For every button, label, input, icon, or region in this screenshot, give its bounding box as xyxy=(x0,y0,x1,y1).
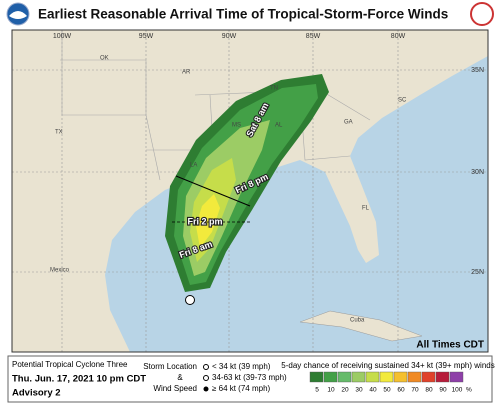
lon-label: 90W xyxy=(222,33,237,40)
scale-value: 70 xyxy=(411,387,419,394)
lat-label: 25N xyxy=(471,269,484,276)
lon-label: 80W xyxy=(391,33,406,40)
lon-label: 85W xyxy=(306,33,321,40)
scale-value: 90 xyxy=(439,387,447,394)
scale-swatch xyxy=(337,371,352,383)
key-symbol xyxy=(203,364,209,370)
key-item: < 34 kt (39 mph) xyxy=(212,362,271,371)
scale-value: 50 xyxy=(383,387,391,394)
place-label: OK xyxy=(100,56,109,62)
scale-value: 40 xyxy=(369,387,377,394)
storm-name: Potential Tropical Cyclone Three xyxy=(12,360,128,369)
key-title: Storm Location xyxy=(143,362,197,371)
place-label: FL xyxy=(362,206,370,212)
storm-location xyxy=(185,295,195,305)
scale-value: 20 xyxy=(341,387,349,394)
scale-swatch xyxy=(449,371,464,383)
key-item: 34-63 kt (39-73 mph) xyxy=(212,373,287,382)
lon-label: 95W xyxy=(139,33,154,40)
scale-value: 10 xyxy=(327,387,335,394)
title: Earliest Reasonable Arrival Time of Trop… xyxy=(38,7,448,22)
swath-50 xyxy=(196,194,220,248)
place-label: LA xyxy=(190,163,197,169)
time-note: All Times CDT xyxy=(416,340,484,351)
place-label: SC xyxy=(398,98,407,104)
scale-swatch xyxy=(323,371,338,383)
issued: Thu. Jun. 17, 2021 10 pm CDT xyxy=(12,374,146,385)
advisory: Advisory 2 xyxy=(12,388,61,399)
place-label: Cuba xyxy=(350,318,365,324)
place-label: TN xyxy=(270,86,278,92)
scale-value: 80 xyxy=(425,387,433,394)
key-title: Wind Speed xyxy=(153,384,197,393)
scale-title: 5-day chance of receiving sustained 34+ … xyxy=(281,361,494,370)
cuba xyxy=(299,310,423,342)
scale-swatch xyxy=(407,371,422,383)
scale-value: 100 xyxy=(452,387,463,394)
key-symbol xyxy=(203,375,209,381)
scale-value: 60 xyxy=(397,387,405,394)
footer: Potential Tropical Cyclone Three Thu. Ju… xyxy=(7,355,495,403)
place-label: AL xyxy=(275,123,283,129)
scale-swatch xyxy=(435,371,450,383)
scale-swatch xyxy=(379,371,394,383)
scale-swatch xyxy=(421,371,436,383)
map-frame xyxy=(11,29,489,353)
lat-label: 30N xyxy=(471,169,484,176)
place-label: MS xyxy=(232,123,241,129)
noaa-logo-bird xyxy=(9,11,27,19)
place-label: TX xyxy=(55,130,63,136)
map: 100W 95W 90W 85W 80W 35N 30N 25N OK AR T… xyxy=(11,29,489,353)
time-label: Fri 2 pm xyxy=(187,216,222,226)
scale-value: 30 xyxy=(355,387,363,394)
scale-unit: % xyxy=(466,387,472,394)
nws-logo xyxy=(470,2,494,26)
scale-swatch xyxy=(351,371,366,383)
scale-swatch xyxy=(365,371,380,383)
key-symbol xyxy=(203,386,209,392)
lon-label: 100W xyxy=(53,33,72,40)
place-label: Mexico xyxy=(50,268,70,274)
lat-label: 35N xyxy=(471,67,484,74)
place-label: AR xyxy=(182,70,191,76)
key-item: ≥ 64 kt (74 mph) xyxy=(212,384,271,393)
scale-swatch xyxy=(309,371,324,383)
scale-value: 5 xyxy=(315,387,319,394)
place-label: GA xyxy=(344,120,353,126)
boundary-line xyxy=(175,175,251,207)
key-title: & xyxy=(177,373,183,382)
scale-swatch xyxy=(393,371,408,383)
